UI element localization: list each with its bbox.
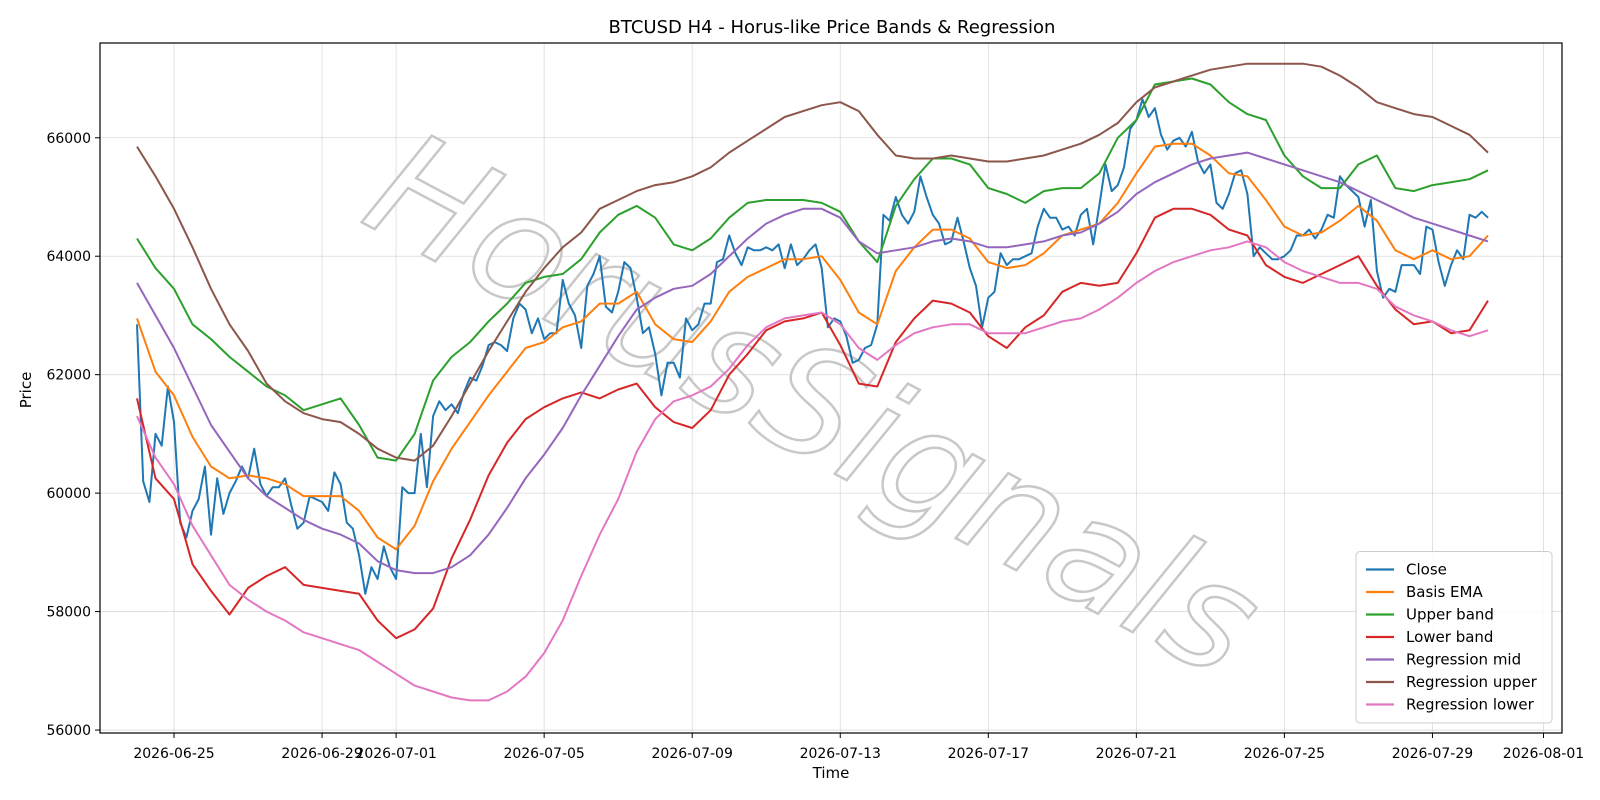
x-tick-label: 2026-07-05 xyxy=(503,746,584,762)
y-tick-label: 64000 xyxy=(46,249,91,265)
legend-label: Regression mid xyxy=(1406,651,1521,669)
series-line xyxy=(136,142,1489,551)
series-line xyxy=(136,151,1489,575)
x-tick-label: 2026-07-09 xyxy=(652,746,733,762)
legend: Close Basis EMA Upper band Lower band Regres… xyxy=(1355,551,1553,724)
series-line xyxy=(136,62,1489,462)
y-tick-label: 56000 xyxy=(46,723,91,739)
y-axis-label: Price xyxy=(17,372,35,409)
plot-frame xyxy=(99,42,1563,734)
x-tick-label: 2026-08-01 xyxy=(1503,746,1584,762)
legend-box xyxy=(1355,551,1553,724)
x-tick-label: 2026-07-17 xyxy=(948,746,1029,762)
legend-label: Basis EMA xyxy=(1406,583,1483,601)
series-line xyxy=(136,207,1489,640)
series-lines xyxy=(136,62,1489,702)
x-tick-label: 2026-07-21 xyxy=(1096,746,1177,762)
y-tick-label: 58000 xyxy=(46,605,91,621)
y-tick-label: 66000 xyxy=(46,131,91,147)
legend-label: Regression upper xyxy=(1406,673,1538,691)
x-tick-label: 2026-07-01 xyxy=(355,746,436,762)
series-line xyxy=(136,240,1489,702)
y-tick-label: 60000 xyxy=(46,486,91,502)
x-tick-label: 2026-06-29 xyxy=(281,746,362,762)
x-tick-label: 2026-06-25 xyxy=(133,746,214,762)
series-line xyxy=(136,77,1489,462)
legend-label: Upper band xyxy=(1406,606,1494,624)
x-tick-label: 2026-07-25 xyxy=(1244,746,1325,762)
legend-label: Regression lower xyxy=(1406,696,1535,714)
chart-title: BTCUSD H4 - Horus-like Price Bands & Reg… xyxy=(609,17,1056,38)
legend-label: Close xyxy=(1406,561,1447,579)
x-axis-label: Time xyxy=(812,764,850,782)
x-tick-label: 2026-07-13 xyxy=(800,746,881,762)
y-tick-label: 62000 xyxy=(46,368,91,384)
x-tick-label: 2026-07-29 xyxy=(1392,746,1473,762)
series-line xyxy=(136,98,1489,595)
legend-label: Lower band xyxy=(1406,628,1493,646)
